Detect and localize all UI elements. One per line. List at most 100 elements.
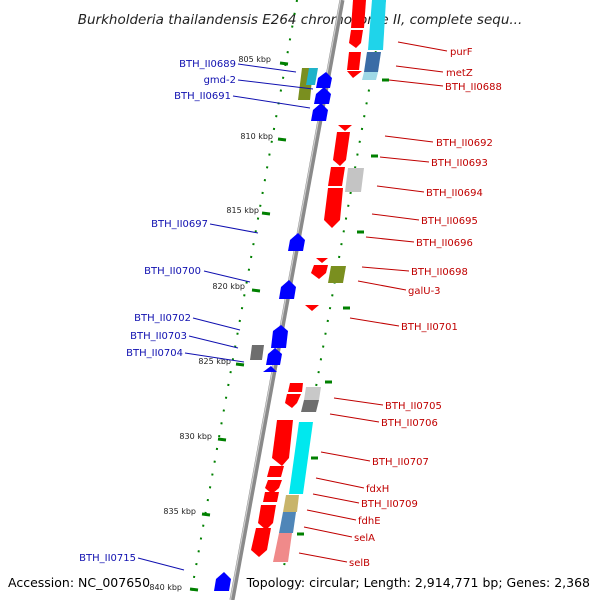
gene-label: BTH_II0689 xyxy=(179,59,236,70)
leader-BTH_II0704 xyxy=(184,352,245,363)
kbp-label: 835 kbp xyxy=(163,507,196,516)
leader-BTH_II0694 xyxy=(376,185,425,193)
gene-label: selB xyxy=(349,558,370,569)
gene-forward xyxy=(288,233,305,251)
gene-forward xyxy=(263,366,277,372)
gene-forward xyxy=(316,72,332,88)
gene-label: BTH_II0700 xyxy=(144,266,201,277)
grey-box xyxy=(250,345,264,360)
leader-BTH_II0697 xyxy=(209,223,259,234)
gene-label: gmd-2 xyxy=(204,75,236,86)
gene-label: BTH_II0705 xyxy=(385,401,442,412)
kbp-label: 825 kbp xyxy=(198,357,231,366)
gene-forward xyxy=(271,325,288,348)
gene-reverse xyxy=(267,466,284,477)
leader-BTH_II0698 xyxy=(361,266,410,272)
tick-815 xyxy=(261,211,271,216)
footer-topology: Topology: circular; Length: 2,914,771 bp… xyxy=(246,575,590,590)
gene-reverse xyxy=(265,480,282,494)
tick-820 xyxy=(251,288,261,293)
gene-reverse xyxy=(272,420,293,466)
purF-box xyxy=(368,0,386,50)
BTH_II0705-box xyxy=(304,387,321,400)
kbp-label: 805 kbp xyxy=(238,55,271,64)
leader-BTH_II0688 xyxy=(388,79,444,87)
selB-box xyxy=(273,533,292,562)
leader-fdhE xyxy=(306,509,357,521)
gene-reverse xyxy=(347,52,361,70)
gene-forward xyxy=(266,348,282,365)
leader-BTH_II0707 xyxy=(320,451,371,462)
leader-BTH_II0715 xyxy=(137,557,185,571)
footer-accession-bg xyxy=(0,574,150,592)
right-gene-labels: purF metZ BTH_II0688 BTH_II0692 BTH_II06… xyxy=(349,47,502,569)
gene-reverse xyxy=(288,383,303,392)
gene-label: selA xyxy=(354,533,375,544)
right-track-dashes xyxy=(297,78,389,536)
leader-BTH_II0696 xyxy=(365,236,415,243)
BTH_II0707-box xyxy=(289,422,313,494)
map-title: Burkholderia thailandensis E264 chromoso… xyxy=(78,12,523,28)
gene-label: BTH_II0695 xyxy=(421,216,478,227)
gene-label: galU-3 xyxy=(408,286,441,297)
gene-reverse xyxy=(263,492,279,502)
light-box xyxy=(362,72,378,80)
leader-BTH_II0709 xyxy=(312,493,360,504)
right-leaders xyxy=(298,41,448,563)
gene-reverse xyxy=(324,188,343,228)
gene-forward xyxy=(214,572,231,591)
leader-BTH_II0692 xyxy=(384,135,434,143)
leader-BTH_II0689 xyxy=(237,63,297,73)
leader-selA xyxy=(303,526,353,538)
gene-forward xyxy=(314,87,331,104)
footer-topology-bg xyxy=(258,574,600,592)
gene-reverse xyxy=(305,305,319,311)
gene-reverse xyxy=(316,258,328,263)
gene-label: BTH_II0704 xyxy=(126,348,183,359)
kbp-label: 815 kbp xyxy=(226,206,259,215)
leader-galU-3 xyxy=(357,280,407,291)
BTH_II0706-box xyxy=(301,400,319,412)
footer-accession: Accession: NC_007650 xyxy=(8,575,150,590)
gene-label: BTH_II0688 xyxy=(445,82,502,93)
gene-label: BTH_II0703 xyxy=(130,331,187,342)
metZ-box xyxy=(364,52,381,72)
gene-reverse xyxy=(347,71,362,78)
leader-BTH_II0691 xyxy=(232,95,311,109)
kbp-label: 830 kbp xyxy=(179,432,212,441)
leader-fdxH xyxy=(315,477,365,489)
tick-830 xyxy=(217,437,227,442)
gene-label: purF xyxy=(450,47,473,58)
leader-gmd-2 xyxy=(237,79,314,90)
gene-label: fdxH xyxy=(366,484,389,495)
tick-835 xyxy=(201,512,211,517)
reverse-feature-boxes xyxy=(273,0,386,562)
leader-purF xyxy=(397,41,448,52)
gene-reverse xyxy=(351,0,366,28)
gene-label: BTH_II0698 xyxy=(411,267,468,278)
leader-metZ xyxy=(395,65,444,73)
gene-reverse xyxy=(311,265,328,279)
leader-BTH_II0701 xyxy=(349,317,400,327)
leader-BTH_II0693 xyxy=(379,156,430,163)
forward-genes xyxy=(214,72,332,591)
gene-label: BTH_II0691 xyxy=(174,91,231,102)
gene-label: BTH_II0693 xyxy=(431,158,488,169)
gene-reverse xyxy=(285,394,301,408)
gene-label: BTH_II0715 xyxy=(79,553,136,564)
gene-label: BTH_II0702 xyxy=(134,313,191,324)
gene-reverse xyxy=(333,132,350,166)
left-gene-labels: BTH_II0689 gmd-2 BTH_II0691 BTH_II0697 B… xyxy=(79,59,236,564)
leader-BTH_II0706 xyxy=(329,413,380,423)
gene-label: BTH_II0692 xyxy=(436,138,493,149)
gene-reverse xyxy=(328,167,345,186)
left-leaders xyxy=(137,63,314,571)
left-track-guide xyxy=(189,0,298,600)
reverse-genes xyxy=(251,0,366,557)
gene-label: BTH_II0706 xyxy=(381,418,438,429)
kbp-labels: 805 kbp 810 kbp 815 kbp 820 kbp 825 kbp … xyxy=(149,55,273,592)
leader-BTH_II0705 xyxy=(333,397,384,406)
tick-840 xyxy=(189,587,199,592)
leader-selB xyxy=(298,552,348,563)
